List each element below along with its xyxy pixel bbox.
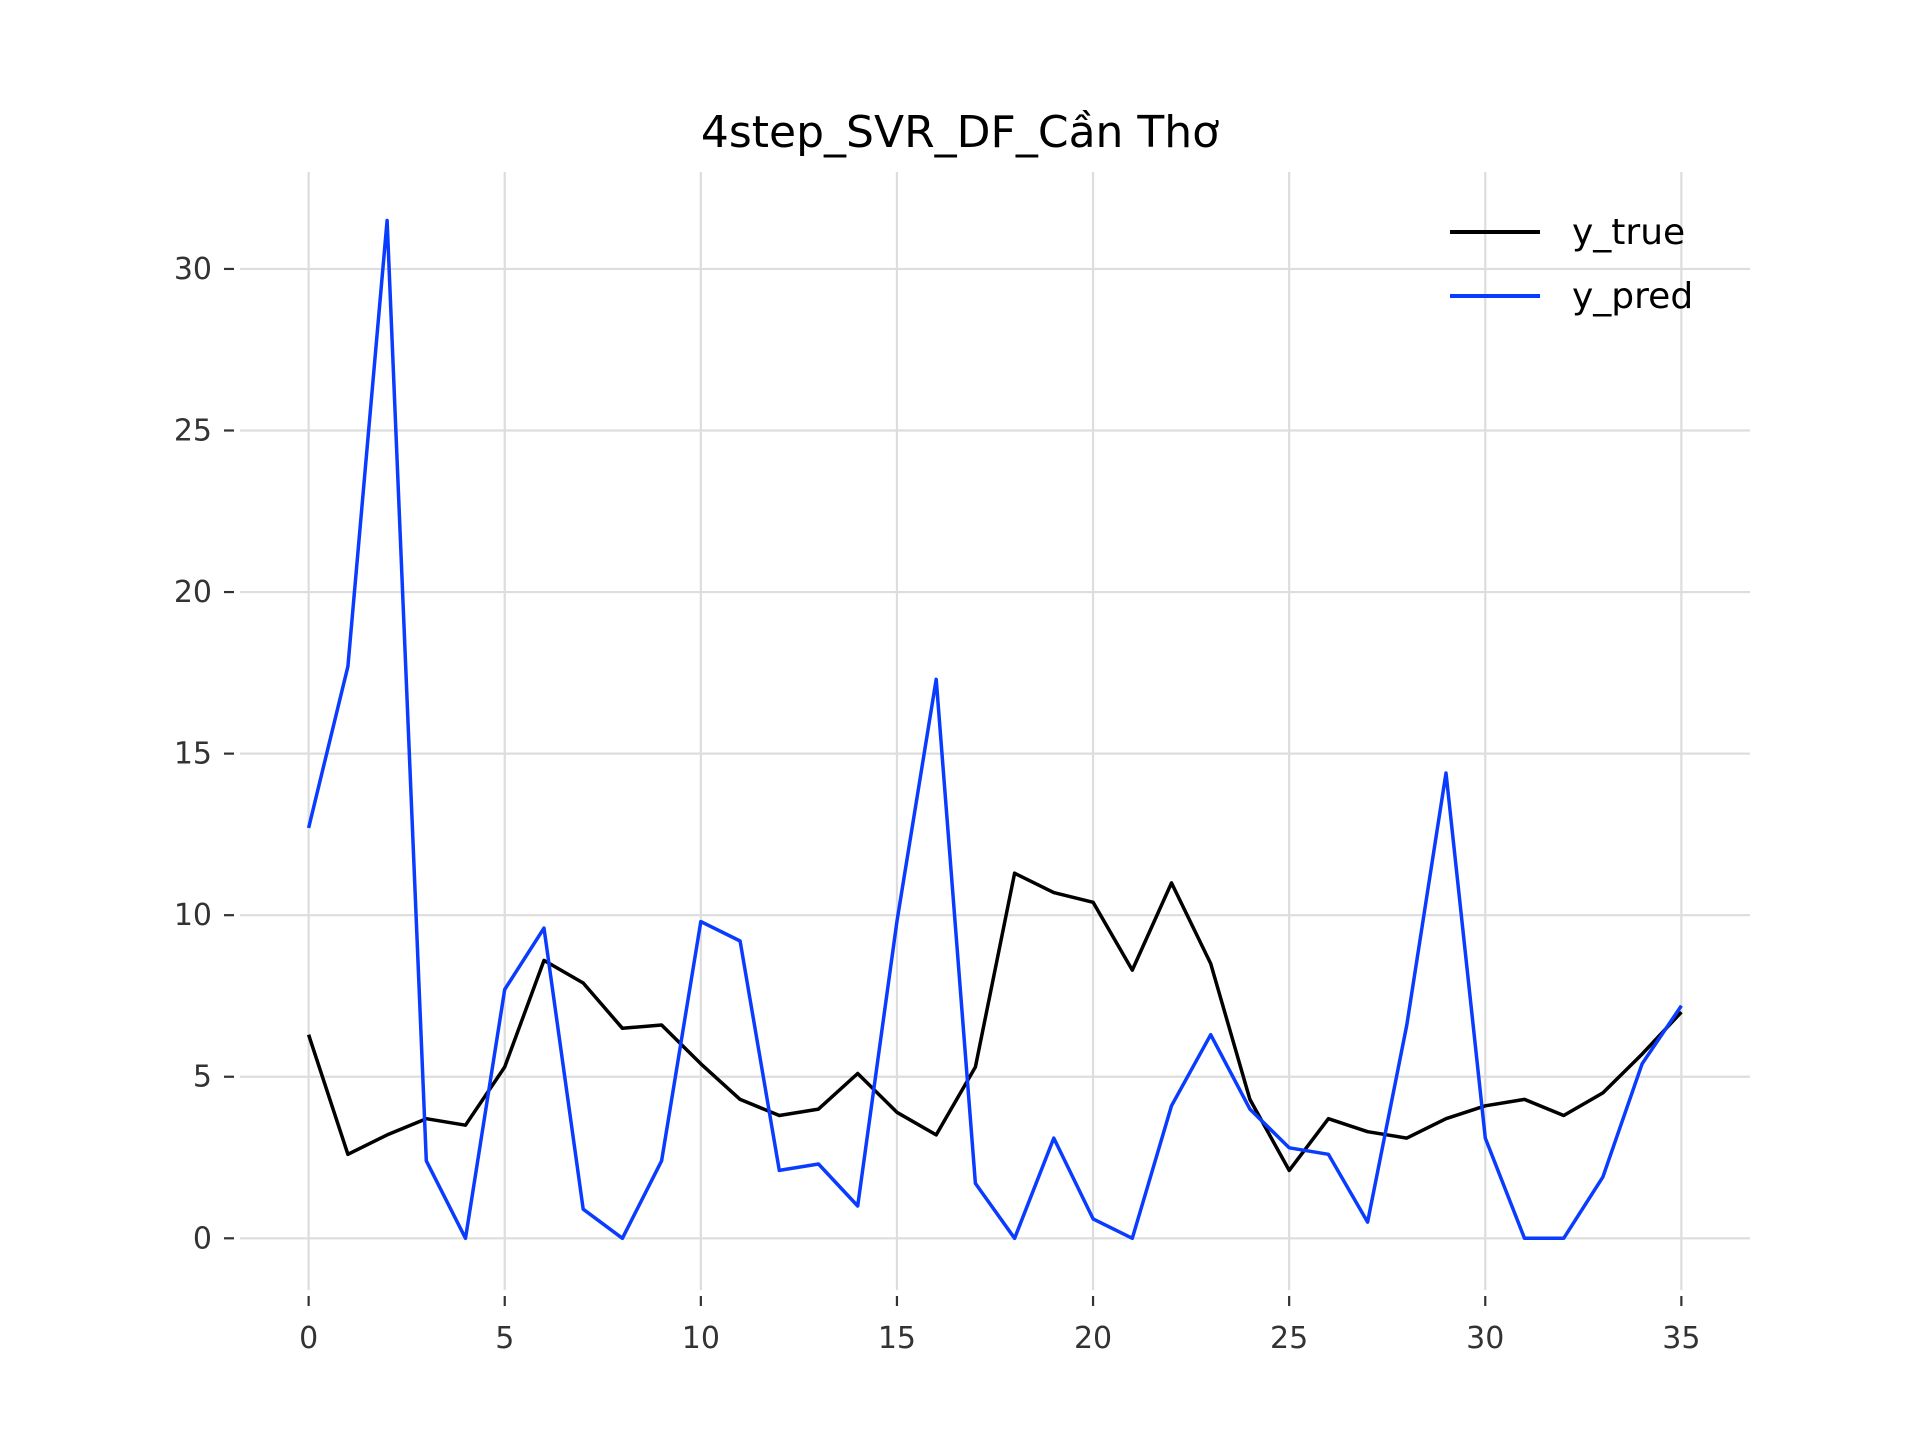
x-tick-label: 0 [299, 1321, 318, 1356]
y-tick-label: 25 [174, 413, 212, 448]
x-tick-label: 30 [1466, 1321, 1504, 1356]
series-line-y_pred [306, 218, 1683, 1241]
x-axis: 0 5 10 15 20 25 30 35 [299, 1296, 1700, 1356]
y-tick-label: 10 [174, 898, 212, 933]
legend: y_true y_pred [1450, 212, 1693, 317]
y-tick-label: 0 [193, 1221, 212, 1256]
series-line-y_true [306, 871, 1683, 1173]
grid [240, 172, 1750, 1290]
y-tick-label: 15 [174, 737, 212, 772]
x-tick-label: 15 [878, 1321, 916, 1356]
y-tick-label: 5 [193, 1060, 212, 1095]
x-tick-label: 10 [682, 1321, 720, 1356]
x-tick-label: 25 [1270, 1321, 1308, 1356]
x-tick-label: 35 [1662, 1321, 1700, 1356]
plot-area [306, 218, 1683, 1241]
x-tick-label: 5 [495, 1321, 514, 1356]
x-tick-label: 20 [1074, 1321, 1112, 1356]
y-tick-label: 20 [174, 575, 212, 610]
chart-title: 4step_SVR_DF_Cần Thơ [701, 107, 1219, 158]
y-axis: 0 5 10 15 20 25 30 [174, 252, 234, 1256]
y-tick-label: 30 [174, 252, 212, 287]
legend-label: y_true [1572, 212, 1685, 253]
legend-label: y_pred [1572, 276, 1693, 317]
